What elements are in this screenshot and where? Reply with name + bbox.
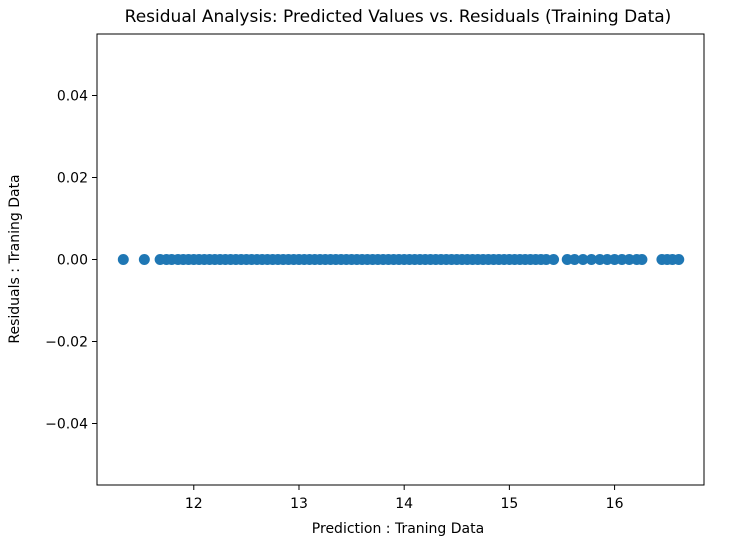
y-axis-ticks: 0.04 0.02 0.00 −0.02 −0.04 bbox=[45, 89, 97, 433]
x-tick-label: 16 bbox=[606, 496, 624, 512]
x-tick-label: 12 bbox=[185, 496, 203, 512]
data-points bbox=[117, 254, 685, 265]
x-tick-label: 14 bbox=[395, 496, 413, 512]
y-tick-label: 0.04 bbox=[57, 89, 88, 105]
data-point bbox=[569, 254, 581, 265]
x-axis-label: Prediction : Traning Data bbox=[312, 521, 484, 537]
data-point bbox=[577, 254, 589, 265]
y-tick-label: 0.00 bbox=[57, 253, 88, 269]
data-point bbox=[673, 254, 685, 265]
data-point bbox=[548, 254, 560, 265]
x-tick-label: 13 bbox=[290, 496, 308, 512]
chart-title: Residual Analysis: Predicted Values vs. … bbox=[125, 7, 672, 27]
y-tick-label: 0.02 bbox=[57, 171, 88, 187]
y-tick-label: −0.04 bbox=[45, 417, 88, 433]
data-point bbox=[117, 254, 129, 265]
data-point bbox=[636, 254, 648, 265]
data-point bbox=[585, 254, 597, 265]
data-point bbox=[138, 254, 150, 265]
y-tick-label: −0.02 bbox=[45, 335, 88, 351]
y-axis-label: Residuals : Traning Data bbox=[7, 174, 23, 343]
x-tick-label: 15 bbox=[500, 496, 518, 512]
x-axis-ticks: 12 13 14 15 16 bbox=[185, 485, 624, 512]
